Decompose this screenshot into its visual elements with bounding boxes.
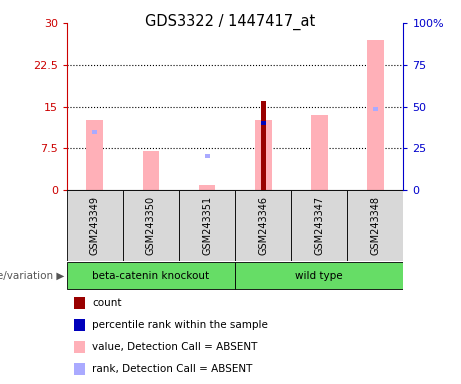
Text: GDS3322 / 1447417_at: GDS3322 / 1447417_at [145,13,316,30]
Bar [87,121,103,190]
Bar [367,40,384,190]
Bar [179,190,235,261]
Bar [74,319,85,331]
Bar [67,190,123,261]
Text: value, Detection Call = ABSENT: value, Detection Call = ABSENT [92,342,257,352]
Text: percentile rank within the sample: percentile rank within the sample [92,320,268,330]
Text: beta-catenin knockout: beta-catenin knockout [92,270,210,281]
Bar [311,115,328,190]
Bar [205,154,210,157]
Text: rank, Detection Call = ABSENT: rank, Detection Call = ABSENT [92,364,253,374]
Bar [260,121,266,125]
Bar [74,297,85,309]
Bar [260,101,266,190]
Text: GSM243349: GSM243349 [90,196,100,255]
Bar [291,190,347,261]
Bar [74,341,85,353]
Bar [142,151,160,190]
Bar [255,121,272,190]
Bar [67,262,235,290]
Bar [373,108,378,111]
Text: genotype/variation ▶: genotype/variation ▶ [0,270,65,281]
Text: GSM243346: GSM243346 [258,196,268,255]
Text: count: count [92,298,122,308]
Text: GSM243350: GSM243350 [146,196,156,255]
Text: GSM243347: GSM243347 [314,196,324,255]
Bar [123,190,179,261]
Bar [74,363,85,375]
Bar [199,184,215,190]
Text: GSM243351: GSM243351 [202,196,212,255]
Bar [92,130,97,134]
Bar [235,190,291,261]
Text: GSM243348: GSM243348 [370,196,380,255]
Text: wild type: wild type [296,270,343,281]
Bar [347,190,403,261]
Bar [235,262,403,290]
